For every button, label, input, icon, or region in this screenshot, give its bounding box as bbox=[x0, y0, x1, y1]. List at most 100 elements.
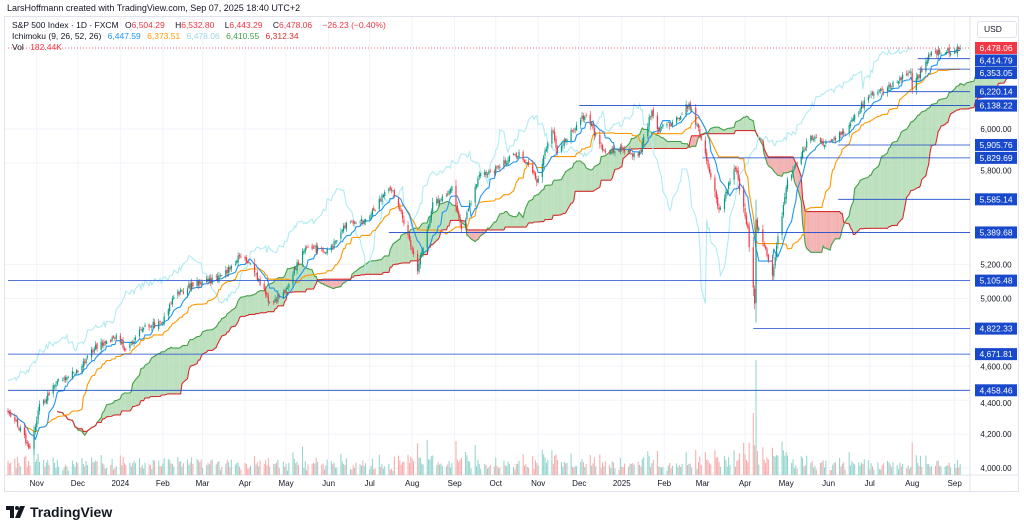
volume-bar bbox=[410, 456, 412, 475]
candle-body bbox=[677, 118, 679, 119]
volume-bar bbox=[526, 467, 528, 475]
volume-bar bbox=[830, 470, 832, 475]
cloud-segment bbox=[586, 167, 591, 192]
candle-body bbox=[488, 171, 490, 174]
candle-body bbox=[707, 159, 709, 168]
candle-body bbox=[312, 247, 315, 249]
candle-body bbox=[848, 124, 850, 133]
candle-body bbox=[143, 327, 145, 330]
volume-bar bbox=[451, 463, 453, 475]
cloud-segment bbox=[279, 277, 284, 306]
span-a-value: 6,410.55 bbox=[226, 31, 260, 41]
ichimoku-label[interactable]: Ichimoku (9, 26, 52, 26) bbox=[12, 31, 102, 41]
candle-body bbox=[819, 138, 822, 143]
volume-bar bbox=[284, 466, 286, 475]
cloud-segment bbox=[602, 155, 604, 181]
candle-body bbox=[340, 232, 342, 239]
candle-body bbox=[119, 335, 121, 343]
cloud-segment bbox=[676, 141, 678, 149]
volume-bar bbox=[48, 464, 50, 475]
candle-body bbox=[469, 203, 471, 209]
volume-bar bbox=[163, 458, 165, 475]
candle-body bbox=[267, 296, 269, 303]
volume-bar bbox=[374, 468, 376, 475]
price-axis-tick: 5,200.00 bbox=[980, 261, 1012, 270]
candle-body bbox=[67, 377, 69, 379]
volume-bar bbox=[950, 467, 952, 475]
volume-bar bbox=[152, 459, 154, 475]
candle-body bbox=[823, 145, 826, 147]
cloud-segment bbox=[973, 76, 976, 108]
candle-body bbox=[940, 53, 942, 55]
volume-bar bbox=[899, 462, 901, 475]
candle-body bbox=[399, 205, 401, 211]
volume-bar bbox=[671, 465, 673, 475]
candle-body bbox=[571, 130, 574, 132]
volume-bar bbox=[177, 456, 179, 475]
volume-label[interactable]: Vol bbox=[12, 42, 24, 52]
candle-body bbox=[582, 115, 584, 120]
candle-body bbox=[939, 50, 941, 54]
candle-body bbox=[215, 276, 217, 278]
candle-body bbox=[652, 109, 654, 116]
cloud-segment bbox=[564, 171, 566, 214]
candle-body bbox=[496, 166, 498, 168]
volume-value: 182.44K bbox=[30, 42, 62, 52]
candle-body bbox=[781, 216, 783, 235]
cloud-segment bbox=[634, 135, 639, 149]
cloud-segment bbox=[545, 185, 547, 220]
candle-body bbox=[659, 128, 661, 133]
volume-bar bbox=[555, 454, 557, 475]
candle-body bbox=[171, 298, 173, 305]
volume-bar bbox=[458, 461, 460, 475]
volume-bar bbox=[744, 454, 746, 475]
candle-body bbox=[744, 207, 746, 217]
cloud-segment bbox=[227, 312, 229, 332]
volume-bar bbox=[285, 463, 287, 475]
candle-body bbox=[802, 150, 804, 158]
candle-body bbox=[882, 91, 885, 93]
symbol-name[interactable]: S&P 500 Index · 1D · FXCM bbox=[12, 20, 119, 30]
cloud-segment bbox=[720, 128, 725, 134]
volume-bar bbox=[648, 456, 650, 475]
volume-bar bbox=[708, 462, 710, 475]
cloud-segment bbox=[553, 180, 555, 216]
volume-bar bbox=[448, 460, 450, 475]
candle-body bbox=[422, 248, 424, 255]
cloud-segment bbox=[729, 127, 735, 134]
cloud-segment bbox=[682, 143, 687, 149]
volume-bar bbox=[378, 454, 380, 475]
time-axis-tick: Mar bbox=[696, 479, 710, 488]
volume-bar bbox=[336, 467, 338, 475]
candle-body bbox=[678, 117, 680, 120]
cloud-segment bbox=[225, 313, 228, 335]
volume-bar bbox=[297, 465, 299, 475]
cloud-segment bbox=[619, 148, 621, 169]
candle-body bbox=[200, 282, 202, 285]
candle-body bbox=[541, 163, 543, 177]
volume-bar bbox=[103, 464, 105, 475]
cloud-segment bbox=[509, 215, 514, 228]
volume-bar bbox=[877, 462, 879, 475]
candle-body bbox=[437, 199, 439, 204]
volume-bar bbox=[926, 463, 928, 475]
tradingview-logo[interactable]: TradingView bbox=[6, 504, 112, 520]
volume-bar bbox=[608, 465, 610, 475]
volume-bar bbox=[610, 467, 612, 475]
cloud-segment bbox=[671, 141, 673, 149]
candle-body bbox=[189, 283, 191, 290]
volume-bar bbox=[574, 465, 576, 475]
candle-body bbox=[637, 153, 639, 156]
candle-body bbox=[564, 139, 567, 141]
volume-bar bbox=[707, 459, 709, 475]
volume-bar bbox=[489, 464, 491, 475]
candle-body bbox=[101, 342, 104, 346]
currency-button[interactable]: USD bbox=[977, 21, 1017, 38]
candle-body bbox=[755, 219, 757, 303]
candle-body bbox=[278, 295, 280, 297]
volume-bar bbox=[773, 455, 775, 475]
cloud-segment bbox=[957, 85, 959, 110]
volume-bar bbox=[940, 466, 942, 475]
candle-body bbox=[55, 384, 57, 387]
